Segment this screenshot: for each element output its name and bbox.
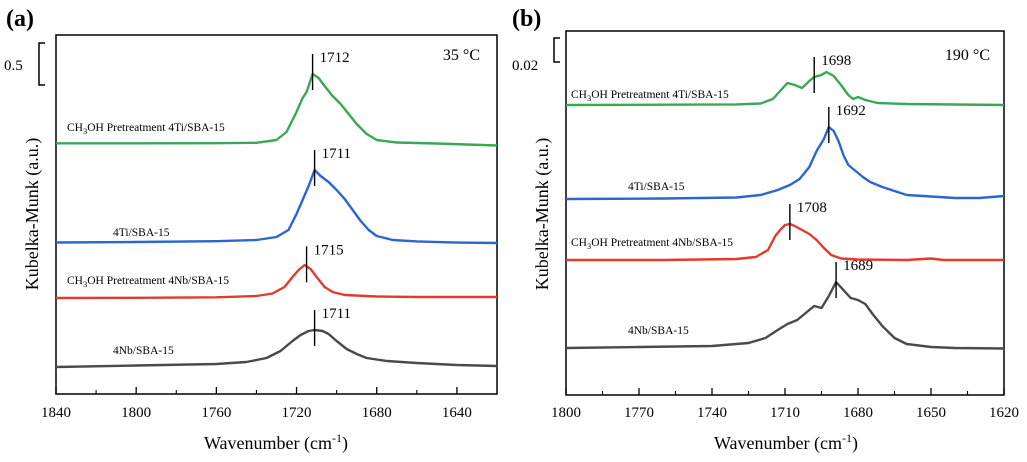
panel-a-series-label-ch3oh-4ti: CH3OH Pretreatment 4Ti/SBA-15 xyxy=(67,122,225,136)
panel-b-label: (b) xyxy=(512,6,541,32)
panel-b-peak-label-ch3oh-4nb: 1708 xyxy=(797,200,827,216)
panel-b-x-tick-label-1710: 1710 xyxy=(770,405,800,421)
panel-b-peak-label-4nb: 1689 xyxy=(843,258,873,274)
panel-a-series-4ti xyxy=(55,168,498,245)
panel-b-series-label-ch3oh-4ti: CH3OH Pretreatment 4Ti/SBA-15 xyxy=(571,89,729,103)
panel-a-x-ticks: 1840 1800 1760 1720 1680 1640 xyxy=(41,387,472,421)
panel-a-x-title-sup: -1 xyxy=(332,431,342,445)
panel-b-series-4nb xyxy=(565,280,1005,350)
panel-a-peak-label-4ti: 1711 xyxy=(322,146,351,162)
panel-b-x-tick-label-1800: 1800 xyxy=(551,405,581,421)
panel-b-series-4ti xyxy=(565,125,1005,201)
panel-b-series-label-4nb: 4Nb/SBA-15 xyxy=(628,325,689,337)
panel-b-y-axis-title: Kubelka-Munk (a.u.) xyxy=(532,138,553,290)
panel-b-x-tick-label-1770: 1770 xyxy=(624,405,654,421)
panel-a-scale-label: 0.5 xyxy=(4,58,23,74)
panel-a-peak-label-ch3oh-4ti: 1712 xyxy=(320,50,350,66)
panel-a-y-axis-title: Kubelka-Munk (a.u.) xyxy=(22,138,43,290)
panel-b-series-labels: CH3OH Pretreatment 4Ti/SBA-15 4Ti/SBA-15… xyxy=(571,89,733,337)
panel-a-series-label-4ti: 4Ti/SBA-15 xyxy=(113,227,170,239)
panel-b-scale-label: 0.02 xyxy=(512,58,538,74)
panel-b-scale-bar xyxy=(553,37,560,63)
panel-b-x-title-main: Wavenumber (cm xyxy=(714,433,842,454)
panel-b-x-tick-label-1650: 1650 xyxy=(916,405,946,421)
panel-a-peak-label-ch3oh-4nb: 1715 xyxy=(314,242,344,258)
panel-a-label: (a) xyxy=(6,6,34,32)
panel-a-series-ch3oh-4ti xyxy=(56,72,498,147)
panel-b-x-tick-label-1620: 1620 xyxy=(989,405,1019,421)
panel-a-series-labels: CH3OH Pretreatment 4Ti/SBA-15 4Ti/SBA-15… xyxy=(67,122,229,357)
panel-a-x-title-end: ) xyxy=(342,433,348,454)
panel-b-series-label-ch3oh-4nb: CH3OH Pretreatment 4Nb/SBA-15 xyxy=(571,237,733,251)
panel-a-peak-markers: 1712 1711 1715 1711 xyxy=(305,50,351,346)
panel-a-x-axis-title: Wavenumber (cm-1) xyxy=(204,431,348,454)
panel-b-peak-label-ch3oh-4ti: 1698 xyxy=(821,53,851,69)
panel-b-x-tick-label-1740: 1740 xyxy=(697,405,727,421)
panel-a-scale-bar xyxy=(38,42,45,86)
panel-a-x-tick-label-1720: 1720 xyxy=(282,405,312,421)
panel-b-series-ch3oh-4nb xyxy=(566,222,1004,262)
panel-a-series-label-4nb: 4Nb/SBA-15 xyxy=(113,345,174,357)
panel-b-peak-label-4ti: 1692 xyxy=(836,103,866,119)
panel-b-x-tick-label-1680: 1680 xyxy=(843,405,873,421)
panel-b-series-label-4ti: 4Ti/SBA-15 xyxy=(628,181,685,193)
panel-a-x-tick-label-1840: 1840 xyxy=(41,405,71,421)
panel-b-chart: (b) Kubelka-Munk (a.u.) Wavenumber (cm-1… xyxy=(512,6,1019,454)
panel-b-series xyxy=(565,70,1005,350)
panel-b-x-title-end: ) xyxy=(852,433,858,454)
panel-b-x-title-sup: -1 xyxy=(842,431,852,445)
panel-b-x-axis-title: Wavenumber (cm-1) xyxy=(714,431,858,454)
panel-a-x-title-main: Wavenumber (cm xyxy=(204,433,332,454)
panel-a-series-label-ch3oh-4nb: CH3OH Pretreatment 4Nb/SBA-15 xyxy=(67,275,229,289)
panel-b-x-ticks: 1800 1770 1740 1710 1680 1650 1620 xyxy=(551,388,1019,421)
panel-b-series-ch3oh-4ti xyxy=(565,70,1005,107)
panel-a-peak-label-4nb: 1711 xyxy=(322,306,351,322)
panel-a-series-ch3oh-4nb xyxy=(55,263,497,300)
panel-b-peak-markers: 1698 1692 1708 1689 xyxy=(789,53,873,298)
panel-b-temperature: 190 °C xyxy=(945,47,990,64)
panel-a-series-4nb xyxy=(55,328,498,369)
panel-a-x-tick-label-1680: 1680 xyxy=(362,405,392,421)
panel-a-series xyxy=(55,72,498,369)
panel-a-temperature: 35 °C xyxy=(443,47,480,64)
panel-a-x-tick-label-1640: 1640 xyxy=(442,405,472,421)
panel-a-chart: (a) Kubelka-Munk (a.u.) Wavenumber (cm-1… xyxy=(4,6,498,454)
panel-a-frame xyxy=(55,34,498,395)
panel-a-x-tick-label-1760: 1760 xyxy=(201,405,231,421)
panel-a-x-tick-label-1800: 1800 xyxy=(121,405,151,421)
